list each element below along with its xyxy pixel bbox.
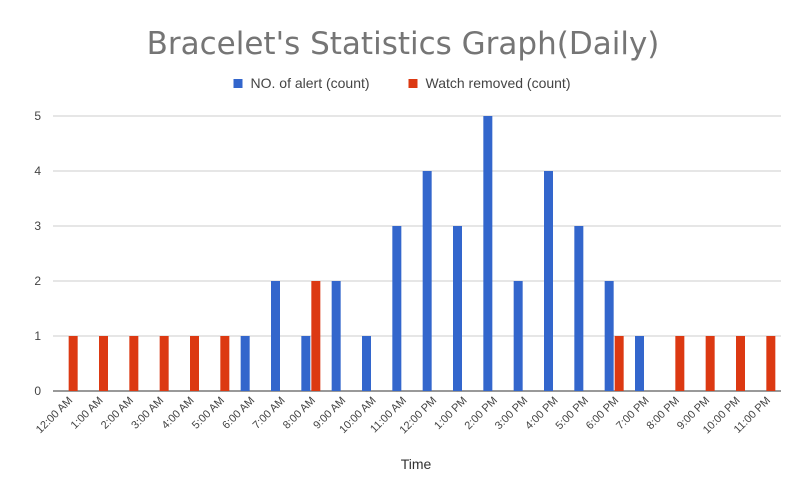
x-tick-label: 1:00 AM (69, 395, 106, 432)
bars (68, 116, 776, 391)
bar-no-of-alert-count-12-00-pm (422, 171, 432, 391)
bar-watch-removed-count-12-00-am (68, 336, 78, 391)
x-axis: 12:00 AM1:00 AM2:00 AM3:00 AM4:00 AM5:00… (34, 395, 773, 437)
bar-watch-removed-count-11-00-pm (766, 336, 776, 391)
bar-no-of-alert-count-3-00-pm (513, 281, 523, 391)
bar-no-of-alert-count-2-00-pm (483, 116, 493, 391)
y-tick-label: 1 (34, 329, 41, 343)
bar-no-of-alert-count-6-00-pm (604, 281, 614, 391)
bar-no-of-alert-count-7-00-am (271, 281, 280, 391)
x-axis-label: Time (401, 456, 432, 472)
y-tick-label: 5 (34, 109, 41, 123)
bar-watch-removed-count-5-00-am (220, 336, 230, 391)
legend: NO. of alert (count) Watch removed (count… (233, 75, 571, 91)
x-tick-label: 6:00 AM (220, 395, 257, 432)
legend-label-watch-removed-count: Watch removed (count) (426, 75, 571, 91)
bar-no-of-alert-count-1-00-pm (453, 226, 462, 391)
bar-watch-removed-count-2-00-am (129, 336, 139, 391)
bar-no-of-alert-count-5-00-pm (574, 226, 584, 391)
bar-no-of-alert-count-6-00-am (240, 336, 250, 391)
x-tick-label: 12:00 AM (34, 395, 75, 436)
bar-watch-removed-count-1-00-am (99, 336, 108, 391)
bar-watch-removed-count-4-00-am (190, 336, 199, 391)
y-axis: 0 1 2 3 4 5 (34, 109, 41, 398)
x-tick-label: 8:00 AM (281, 395, 318, 432)
x-tick-label: 3:00 AM (129, 395, 166, 432)
bar-watch-removed-count-8-00-pm (675, 336, 685, 391)
bar-no-of-alert-count-11-00-am (392, 226, 402, 391)
bar-watch-removed-count-9-00-pm (705, 336, 715, 391)
x-tick-label: 7:00 AM (251, 395, 288, 432)
y-tick-label: 3 (34, 219, 41, 233)
bar-watch-removed-count-8-00-am (311, 281, 321, 391)
bar-watch-removed-count-6-00-pm (614, 336, 624, 391)
x-tick-label: 5:00 AM (190, 395, 227, 432)
legend-swatch-no-of-alert-count (233, 79, 243, 88)
legend-swatch-watch-removed-count (408, 79, 418, 88)
bar-no-of-alert-count-7-00-pm (635, 336, 644, 391)
legend-label-no-of-alert-count: NO. of alert (count) (251, 75, 370, 91)
bar-no-of-alert-count-9-00-am (331, 281, 341, 391)
x-tick-label: 2:00 AM (99, 395, 136, 432)
bar-watch-removed-count-3-00-am (159, 336, 169, 391)
bar-no-of-alert-count-4-00-pm (544, 171, 553, 391)
y-tick-label: 2 (34, 274, 41, 288)
gridlines (53, 115, 781, 392)
x-tick-label: 4:00 AM (160, 395, 197, 432)
chart-title: Bracelet's Statistics Graph(Daily) (147, 26, 660, 62)
y-tick-label: 0 (34, 384, 41, 398)
bar-no-of-alert-count-10-00-am (362, 336, 371, 391)
bar-watch-removed-count-10-00-pm (736, 336, 745, 391)
bar-no-of-alert-count-8-00-am (301, 336, 311, 391)
y-tick-label: 4 (34, 164, 41, 178)
